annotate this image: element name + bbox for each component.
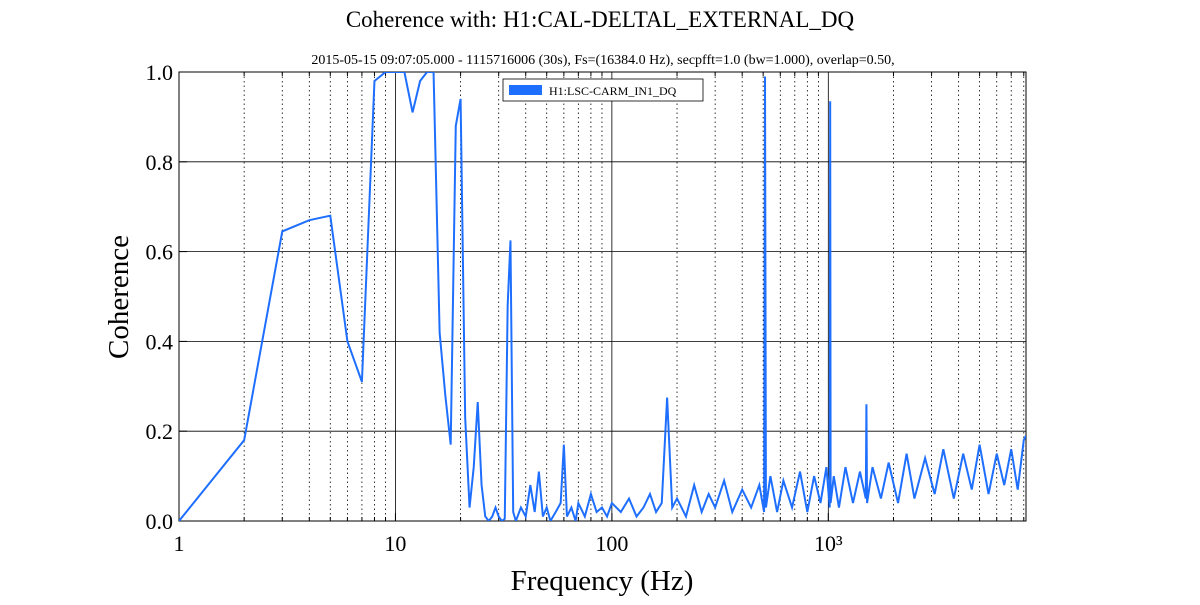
legend-label: H1:LSC-CARM_IN1_DQ	[549, 84, 677, 98]
y-tick-label: 1.0	[146, 60, 174, 85]
y-axis-label: Coherence	[103, 235, 135, 359]
x-tick-label: 100	[595, 531, 628, 556]
legend-box	[502, 78, 704, 102]
chart-subtitle: 2015-05-15 09:07:05.000 - 1115716006 (30…	[311, 53, 894, 68]
data-line	[179, 72, 1026, 521]
x-tick-label: 1	[174, 531, 185, 556]
y-tick-label: 0.0	[146, 509, 174, 534]
x-tick-label: 10³	[814, 531, 843, 556]
y-tick-label: 0.2	[146, 419, 174, 444]
plot-area	[179, 72, 1026, 521]
y-tick-label: 0.6	[146, 240, 174, 265]
chart-title: Coherence with: H1:CAL-DELTAL_EXTERNAL_D…	[346, 7, 855, 32]
y-tick-label: 0.8	[146, 150, 174, 175]
x-axis-label: Frequency (Hz)	[511, 565, 694, 597]
y-tick-label: 0.4	[146, 329, 174, 354]
legend-swatch	[509, 85, 542, 95]
plot-frame	[178, 71, 1027, 522]
x-tick-label: 10	[384, 531, 406, 556]
